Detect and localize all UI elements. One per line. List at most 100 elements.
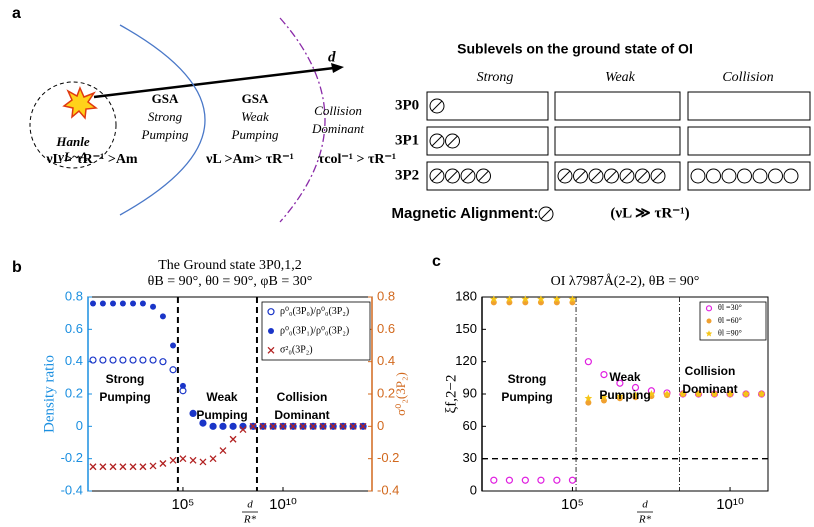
sublevel-slash [447,170,458,182]
y2-tick-label: 0.8 [377,288,395,303]
point [89,463,97,471]
zone-label: Weak [241,109,269,124]
point [269,422,277,430]
cell [554,126,681,156]
point [537,476,545,484]
boundary [119,24,206,216]
hanle-circle [29,81,117,169]
point [219,447,227,455]
point [249,422,257,430]
sublevel-slash [462,170,474,182]
point [289,422,297,430]
point [229,435,237,443]
point [139,356,147,364]
point [110,300,117,307]
point [631,383,640,392]
point [584,394,593,402]
legend-label: θl =60° [718,316,742,325]
region-label: Weak [206,390,237,404]
y-tick-label: -0.2 [61,450,83,465]
point [169,366,177,374]
hanle-label: Hanle [55,134,89,149]
arrow-head [331,63,344,73]
y-tick-label: 0 [470,482,477,497]
y2-tick-label: 0.4 [377,353,395,368]
point [209,455,217,463]
point [239,423,246,430]
y2-tick-label: 0.2 [377,385,395,400]
y-tick-label: 0.8 [65,288,83,303]
zone-condition: νL >Am> τR⁻¹ [205,152,294,167]
legend-marker [705,305,713,312]
alignment-symbol [540,208,552,220]
cell [554,91,681,121]
table-title: Sublevels on the ground state of OI [457,41,693,57]
sublevel [429,98,445,114]
y2-tick-label: -0.4 [377,482,399,497]
sublevel-slash [559,170,571,182]
y-tick-label: 180 [455,288,477,303]
sublevel [573,168,588,184]
zone-label: Pumping [141,127,189,142]
x-axis-label: R* [638,514,652,526]
cell [426,91,549,121]
point [757,390,766,398]
point [199,458,207,466]
point [130,300,137,307]
sublevel [460,168,476,184]
region-label: Collision [277,390,328,404]
point [279,422,287,430]
point [90,300,97,307]
point [553,295,561,303]
point [169,456,177,464]
region-label: Pumping [599,388,650,402]
chart-subtitle: θB = 90°, θ0 = 90°, φB = 30° [148,274,313,289]
sublevel [752,168,768,184]
point [99,463,107,471]
y-tick-label: -0.4 [61,482,83,497]
sublevel-slash [431,135,443,147]
y2-tick-label: -0.2 [377,450,399,465]
y-tick-label: 60 [463,418,477,433]
point [490,476,498,484]
point [210,423,217,430]
column-head: Weak [605,70,636,85]
point [568,295,577,303]
sublevel [783,168,799,184]
x-tick-label: 10¹⁰ [269,496,297,513]
point [663,390,671,398]
point [109,463,117,471]
zone-label: Pumping [231,127,279,142]
point [189,456,197,464]
sun [62,86,98,120]
point [521,476,529,484]
point [230,423,237,430]
panel-label: b [12,259,22,276]
sublevel [445,168,460,184]
point [521,295,530,303]
legend-marker [267,308,275,316]
point [309,422,317,430]
point [149,462,157,470]
region-label: Collision [685,364,736,378]
sublevel [604,168,619,184]
point [505,295,514,303]
point [726,390,734,398]
sublevel-slash [652,170,664,182]
x-axis-label: d [247,499,253,511]
chart-title: OI λ7987Å(2-2), θB = 90° [551,273,700,289]
y-axis-label: Density ratio [41,355,57,433]
point [129,356,137,364]
region-label: Strong [508,372,547,386]
legend-label: θl =90° [718,328,742,337]
row-label: 3P1 [395,132,419,148]
cell [426,161,549,191]
column-head: Collision [722,70,773,85]
y-tick-label: 90 [463,385,477,400]
sublevel-slash [447,135,458,147]
sublevel-slash [431,170,443,182]
point [239,426,247,434]
sublevel-slash [606,170,617,182]
sublevel-slash [637,170,648,182]
point [150,303,157,310]
